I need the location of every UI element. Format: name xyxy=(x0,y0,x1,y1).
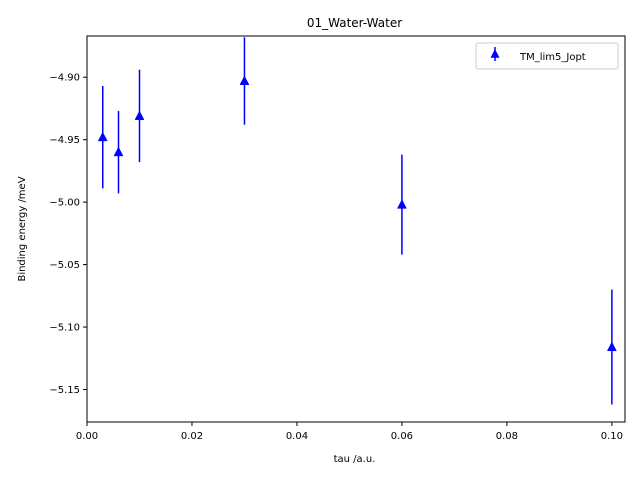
data-point xyxy=(606,341,617,352)
y-tick-label: −4.95 xyxy=(49,135,80,146)
x-tick-label: 0.04 xyxy=(286,431,308,442)
y-tick-label: −5.05 xyxy=(49,260,80,271)
axes-frame xyxy=(86,35,626,423)
plot-area xyxy=(97,37,617,405)
data-point xyxy=(97,131,108,142)
y-tick-label: −5.00 xyxy=(49,198,80,209)
y-axis-label: Binding energy /meV xyxy=(17,176,28,281)
y-tick-label: −5.10 xyxy=(49,323,80,334)
y-axis: −4.90 −4.95 −5.00 −5.05 −5.10 −5.15 xyxy=(49,73,87,396)
x-tick-label: 0.08 xyxy=(496,431,518,442)
x-tick-label: 0.10 xyxy=(601,431,623,442)
x-tick-label: 0.00 xyxy=(76,431,98,442)
chart-title: 01_Water-Water xyxy=(307,16,402,30)
data-point xyxy=(239,75,250,85)
x-tick-label: 0.06 xyxy=(391,431,413,442)
data-point xyxy=(113,146,124,157)
x-tick-label: 0.02 xyxy=(181,431,203,442)
x-axis-label: tau /a.u. xyxy=(334,454,376,465)
legend: TM_lim5_Jopt xyxy=(475,42,619,70)
y-tick-label: −5.15 xyxy=(49,385,80,396)
data-point xyxy=(134,110,145,120)
x-axis: 0.00 0.02 0.04 0.06 0.08 0.10 xyxy=(76,422,623,442)
legend-label: TM_lim5_Jopt xyxy=(519,52,586,63)
y-tick-label: −4.90 xyxy=(49,73,80,84)
legend-frame xyxy=(475,42,619,70)
data-point xyxy=(397,199,407,209)
